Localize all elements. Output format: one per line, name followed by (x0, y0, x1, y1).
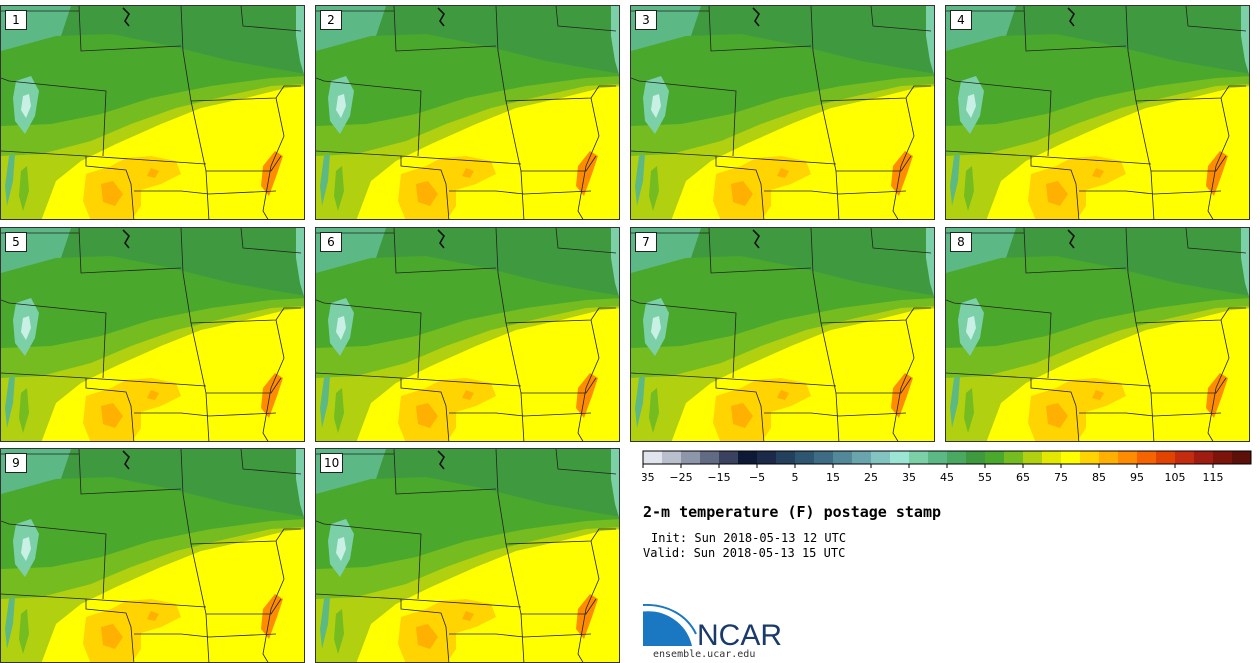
member-number-label: 8 (950, 232, 972, 252)
colorbar-swatch (738, 451, 757, 464)
colorbar-swatch (1004, 451, 1023, 464)
colorbar-swatch (1099, 451, 1118, 464)
colorbar-swatch (643, 451, 662, 464)
colorbar-swatch (681, 451, 700, 464)
member-number-label: 1 (5, 10, 27, 30)
colorbar-swatch (776, 451, 795, 464)
colorbar-tick-label: −5 (749, 471, 765, 484)
temperature-map (316, 449, 619, 662)
colorbar-swatch (1080, 451, 1099, 464)
colorbar-swatch (1042, 451, 1061, 464)
temperature-colorbar: −35 −25 −15 −5 5 15 25 35 45 55 65 75 85 95 105 115 (642, 450, 1252, 484)
colorbar-tick-label: 55 (978, 471, 992, 484)
colorbar-swatch (909, 451, 928, 464)
colorbar-swatch (890, 451, 909, 464)
colorbar-tick-label: −15 (707, 471, 730, 484)
colorbar-swatch (852, 451, 871, 464)
colorbar-swatch (795, 451, 814, 464)
member-panel: 7 (630, 227, 935, 442)
colorbar-tick-label: 105 (1165, 471, 1186, 484)
member-number-label: 10 (320, 453, 344, 473)
member-number-label: 9 (5, 453, 27, 473)
colorbar-swatch (1156, 451, 1175, 464)
colorbar-swatch (985, 451, 1004, 464)
colorbar-swatch (700, 451, 719, 464)
colorbar-tick-label: 95 (1130, 471, 1144, 484)
colorbar-swatch (1137, 451, 1156, 464)
member-number-label: 4 (950, 10, 972, 30)
member-number-label: 5 (5, 232, 27, 252)
member-panel: 5 (0, 227, 305, 442)
temperature-map (316, 6, 619, 219)
temperature-map (946, 6, 1249, 219)
colorbar-tick-label: 65 (1016, 471, 1030, 484)
temperature-map (316, 228, 619, 441)
ncar-logo: NCAR (642, 604, 782, 650)
colorbar-tick-label: 85 (1092, 471, 1106, 484)
member-panel: 8 (945, 227, 1250, 442)
member-panel: 3 (630, 5, 935, 220)
colorbar-swatch (966, 451, 985, 464)
colorbar-tick-label: 75 (1054, 471, 1068, 484)
colorbar-swatch (871, 451, 890, 464)
init-time: Init: Sun 2018-05-13 12 UTC (651, 531, 847, 545)
ncar-logo-text: NCAR (697, 619, 782, 650)
member-panel: 10 (315, 448, 620, 663)
colorbar-swatch (1194, 451, 1213, 464)
temperature-map (1, 449, 304, 662)
colorbar-swatch (1213, 451, 1232, 464)
colorbar-swatch (662, 451, 681, 464)
colorbar-tick-label: 45 (940, 471, 954, 484)
colorbar-swatch (947, 451, 966, 464)
colorbar-tick-label: −35 (642, 471, 655, 484)
temperature-map (1, 6, 304, 219)
colorbar-swatch (1023, 451, 1042, 464)
member-number-label: 6 (320, 232, 342, 252)
member-panel: 9 (0, 448, 305, 663)
member-panel: 6 (315, 227, 620, 442)
colorbar-swatch (1175, 451, 1194, 464)
colorbar-swatch (719, 451, 738, 464)
colorbar-swatch (1232, 451, 1251, 464)
member-number-label: 3 (635, 10, 657, 30)
colorbar-tick-label: −25 (669, 471, 692, 484)
colorbar-tick-label: 5 (792, 471, 799, 484)
colorbar-swatch (757, 451, 776, 464)
logo-url: ensemble.ucar.edu (653, 649, 756, 660)
temperature-map (1, 228, 304, 441)
member-panel: 4 (945, 5, 1250, 220)
colorbar-swatch (928, 451, 947, 464)
colorbar-swatch (814, 451, 833, 464)
temperature-map (631, 228, 934, 441)
colorbar-swatch (833, 451, 852, 464)
temperature-map (631, 6, 934, 219)
valid-time: Valid: Sun 2018-05-13 15 UTC (643, 546, 846, 560)
colorbar-swatch (1061, 451, 1080, 464)
colorbar-tick-label: 15 (826, 471, 840, 484)
member-number-label: 2 (320, 10, 342, 30)
colorbar-tick-label: 115 (1203, 471, 1224, 484)
chart-title: 2-m temperature (F) postage stamp (643, 503, 942, 521)
colorbar-tick-label: 35 (902, 471, 916, 484)
member-panel: 1 (0, 5, 305, 220)
member-panel: 2 (315, 5, 620, 220)
colorbar-swatch (1118, 451, 1137, 464)
member-number-label: 7 (635, 232, 657, 252)
temperature-map (946, 228, 1249, 441)
colorbar-tick-label: 25 (864, 471, 878, 484)
